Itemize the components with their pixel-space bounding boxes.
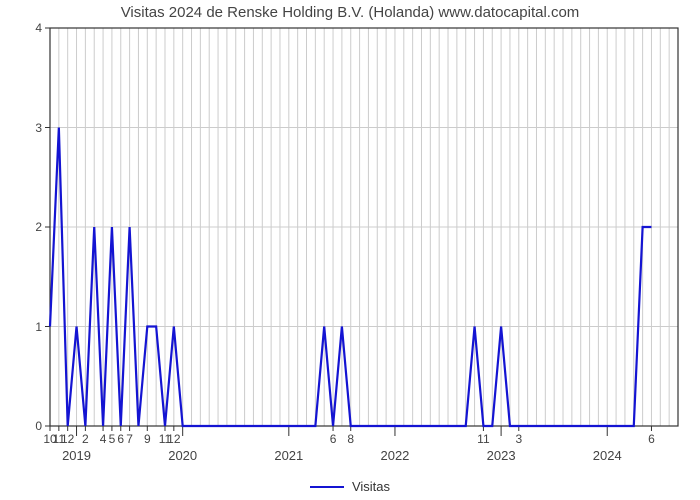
x-tick-major-label: 2024 — [593, 448, 622, 463]
x-tick-minor-label: 6 — [648, 432, 655, 446]
x-tick-minor-label: 7 — [126, 432, 133, 446]
chart-title: Visitas 2024 de Renske Holding B.V. (Hol… — [0, 4, 700, 21]
x-tick-minor-label: 6 — [117, 432, 124, 446]
y-tick-label: 2 — [35, 220, 42, 234]
y-tick-label: 0 — [35, 419, 42, 433]
legend-swatch — [310, 486, 344, 488]
legend: Visitas — [0, 478, 700, 494]
x-tick-major-label: 2021 — [274, 448, 303, 463]
x-tick-minor-label: 8 — [347, 432, 354, 446]
x-tick-major-label: 2020 — [168, 448, 197, 463]
x-tick-minor-label: 4 — [100, 432, 107, 446]
x-tick-minor-label: 5 — [109, 432, 116, 446]
legend-label: Visitas — [352, 479, 390, 494]
x-tick-minor-label: 11 — [477, 432, 489, 446]
x-tick-minor-label: 12 — [167, 432, 180, 446]
x-tick-major-label: 2019 — [62, 448, 91, 463]
x-tick-minor-label: 3 — [515, 432, 522, 446]
x-tick-minor-label: 6 — [330, 432, 337, 446]
x-tick-major-label: 2022 — [380, 448, 409, 463]
x-tick-minor-label: 2 — [82, 432, 89, 446]
x-tick-minor-label: 12 — [61, 432, 74, 446]
line-chart — [0, 0, 700, 500]
y-tick-label: 1 — [35, 320, 42, 334]
y-tick-label: 4 — [35, 21, 42, 35]
x-tick-major-label: 2023 — [487, 448, 516, 463]
x-tick-minor-label: 9 — [144, 432, 151, 446]
y-tick-label: 3 — [35, 121, 42, 135]
